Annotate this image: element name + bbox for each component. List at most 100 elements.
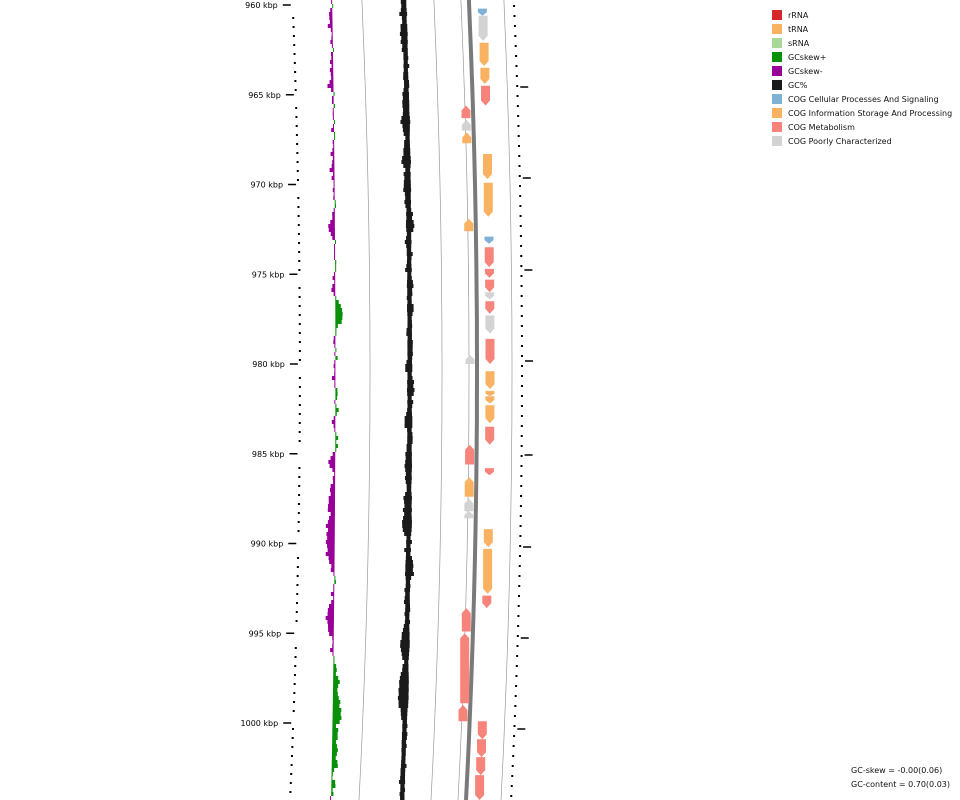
gc-content-bar	[402, 112, 410, 116]
gc-content-bar	[407, 372, 412, 376]
gc-skew-bar	[330, 40, 333, 44]
gc-skew-bar	[329, 68, 334, 72]
gc-skew-stat: GC-skew = -0.00(0.06)	[851, 766, 943, 775]
gc-content-bar	[405, 568, 413, 572]
outer-ruler-dot	[520, 475, 523, 477]
outer-ruler-dot	[513, 25, 516, 27]
gc-content-bar	[407, 428, 412, 432]
gc-skew-bar	[327, 520, 335, 524]
gc-skew-bar	[335, 268, 337, 272]
gc-content-bar	[400, 24, 408, 28]
gc-content-bar	[407, 276, 412, 280]
gc-content-bar	[403, 172, 411, 176]
gc-content-bar	[407, 336, 412, 340]
gc-content-bar	[407, 308, 414, 312]
ruler-minor-tick	[296, 593, 299, 595]
gc-content-bar	[400, 784, 405, 788]
gc-content-bar	[401, 752, 406, 756]
gc-skew-bar	[334, 576, 336, 580]
gc-content-bar	[402, 104, 410, 108]
ruler-minor-tick	[292, 17, 295, 19]
outer-ruler-dot	[518, 155, 521, 157]
ruler-minor-tick	[298, 467, 301, 469]
outer-ruler-dot	[515, 675, 518, 677]
ruler-minor-tick	[296, 161, 299, 163]
legend-swatch	[772, 136, 782, 146]
gc-content-bar	[403, 164, 411, 168]
gc-skew-bar	[330, 484, 336, 488]
ruler-label: 980 kbp	[252, 360, 285, 369]
gc-content-bar	[405, 368, 413, 372]
gc-skew-bar	[331, 0, 333, 4]
gc-skew-bar	[335, 328, 337, 332]
gc-skew-bar	[332, 744, 337, 748]
legend-item: sRNA	[772, 36, 952, 50]
gc-skew-bar	[331, 780, 336, 784]
gc-skew-bar	[333, 104, 335, 108]
gc-skew-bar	[334, 256, 336, 260]
gc-skew-bar	[333, 144, 335, 148]
gc-content-bar	[400, 8, 407, 12]
ruler-minor-tick	[298, 386, 301, 388]
gene-feature	[485, 279, 495, 293]
gc-skew-bar	[331, 76, 334, 80]
gc-content-bar	[400, 772, 406, 776]
gc-skew-bar	[327, 508, 335, 512]
gene-feature	[485, 301, 495, 314]
gc-content-bar	[403, 132, 410, 136]
outer-ruler-dot	[517, 595, 520, 597]
gc-skew-bar	[333, 588, 335, 592]
outer-ruler-dot	[519, 525, 522, 527]
gc-skew-bar	[332, 712, 341, 716]
gc-content-bar	[407, 400, 414, 404]
gc-skew-bar	[328, 228, 335, 232]
gc-skew-bar	[331, 128, 335, 132]
gc-content-bar	[402, 508, 412, 512]
guide-line	[500, 0, 513, 800]
gc-content-bar	[400, 712, 408, 716]
gc-content-bar	[406, 536, 411, 540]
gc-content-bar	[404, 532, 412, 536]
gc-skew-bar	[332, 276, 336, 280]
gc-skew-bar	[330, 8, 333, 12]
ruler-minor-tick	[293, 44, 296, 46]
gc-skew-bar	[334, 384, 336, 388]
gc-content-bar	[401, 756, 406, 760]
ruler-minor-tick	[297, 530, 300, 532]
outer-ruler-dot	[516, 635, 519, 637]
outer-ruler-dot	[520, 315, 523, 317]
gc-skew-bar	[334, 200, 336, 204]
gc-content-bar	[399, 684, 409, 688]
gc-content-bar	[401, 716, 408, 720]
gc-skew-bar	[333, 208, 335, 212]
outer-ruler-dot	[513, 15, 516, 17]
legend-swatch	[772, 24, 782, 34]
gc-skew-bar	[334, 204, 336, 208]
legend-item: GCskew-	[772, 64, 952, 78]
ruler-minor-tick	[294, 80, 297, 82]
gc-skew-bar	[331, 784, 336, 788]
gc-content-bar	[407, 396, 412, 400]
gc-content-bar	[406, 444, 412, 448]
cog-feature-track	[458, 8, 495, 800]
gc-content-bar	[407, 256, 412, 260]
gene-feature	[477, 8, 487, 16]
gc-content-bar	[403, 152, 411, 156]
gc-content-bar	[401, 740, 407, 744]
gc-content-bar	[401, 48, 408, 52]
gc-skew-bar	[331, 792, 334, 796]
gc-skew-bar	[335, 412, 337, 416]
gc-skew-bar	[327, 548, 335, 552]
gc-skew-bar	[332, 156, 335, 160]
gc-skew-bar	[330, 592, 335, 596]
outer-ruler-dot	[520, 345, 523, 347]
gc-content-bar	[404, 420, 413, 424]
gc-skew-bar	[332, 188, 335, 192]
legend-item: rRNA	[772, 8, 952, 22]
gc-content-bar	[405, 168, 411, 172]
outer-ruler-dot	[520, 415, 523, 417]
gc-content-bar	[407, 356, 413, 360]
gc-skew-bar	[332, 644, 334, 648]
outer-ruler-dot	[520, 275, 523, 277]
gc-skew-bar	[332, 732, 338, 736]
